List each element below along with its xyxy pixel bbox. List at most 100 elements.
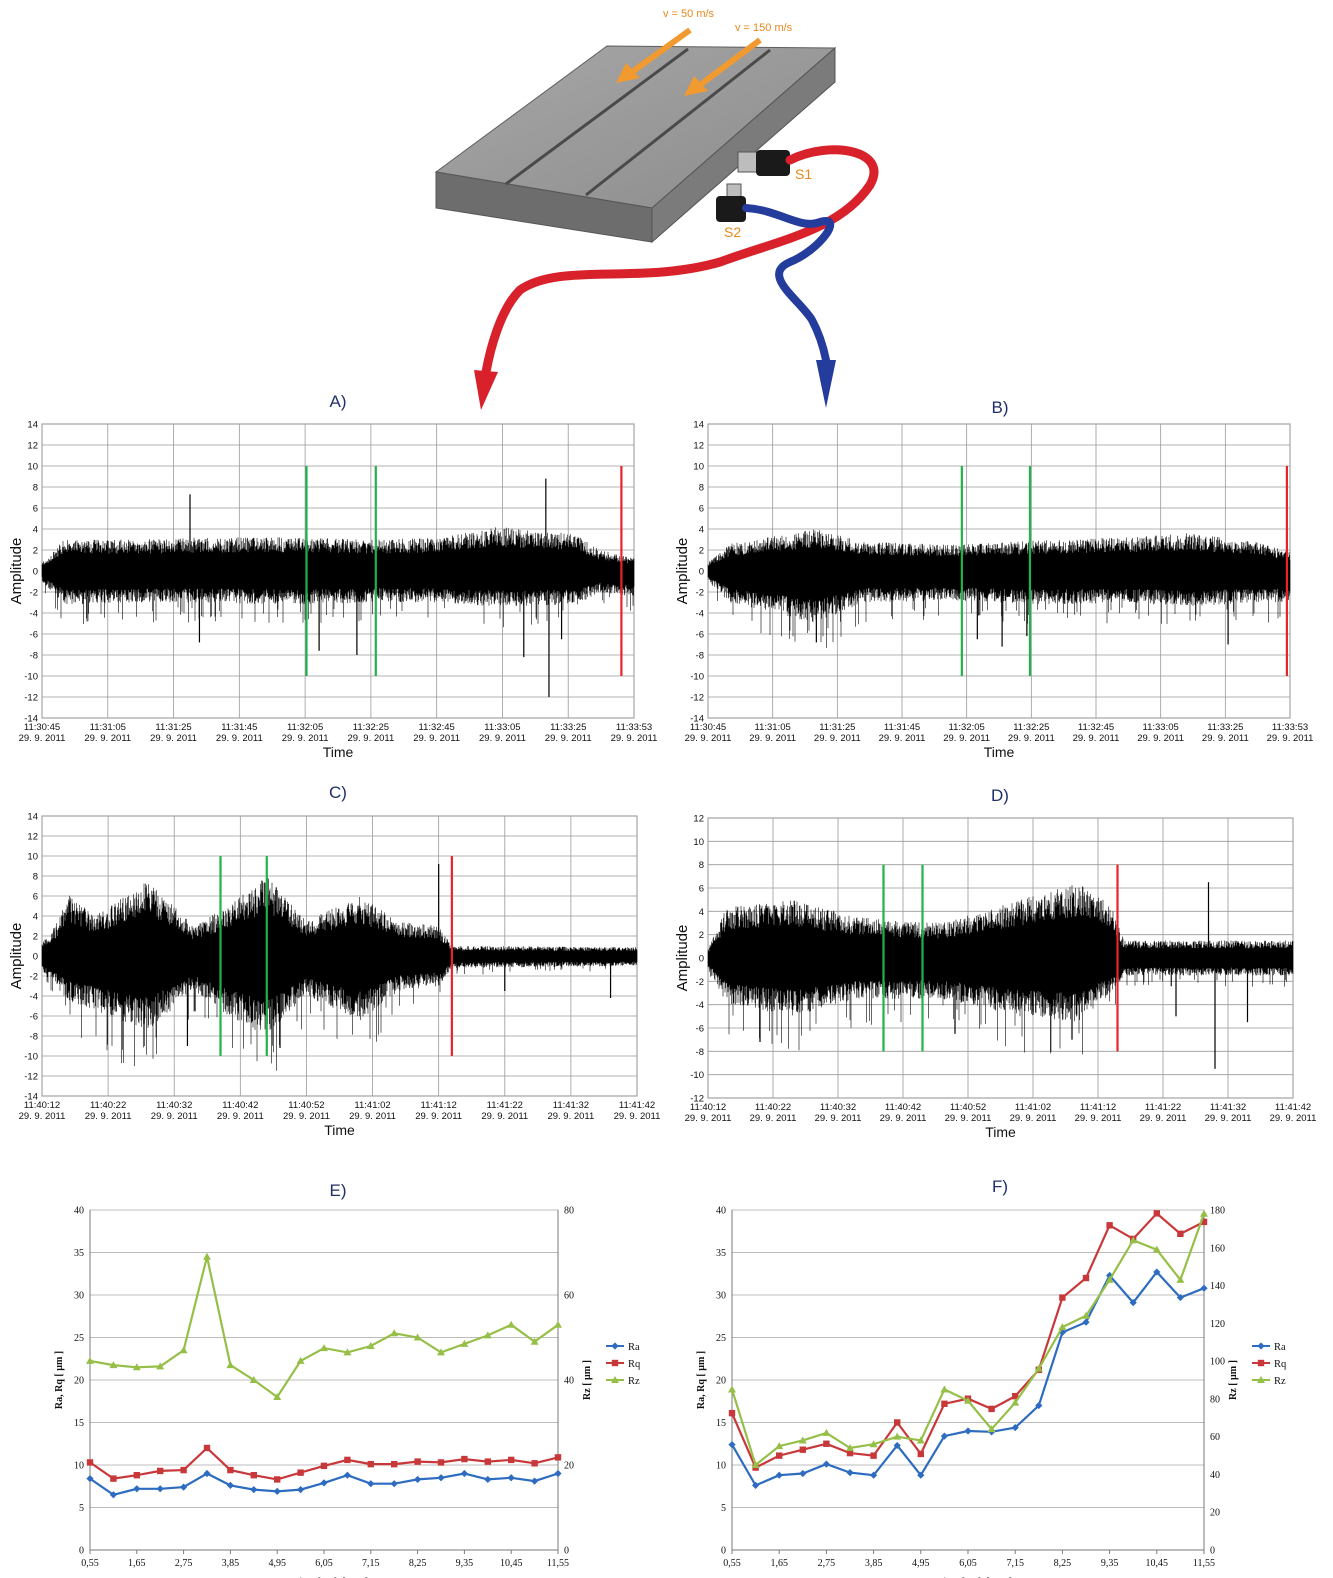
y-tick-label: -12 [690, 693, 704, 704]
y2-tick-label: 180 [1210, 1206, 1225, 1217]
data-point-rz [273, 1393, 282, 1400]
data-point-rz [507, 1320, 516, 1328]
data-point-ra [133, 1485, 141, 1493]
x-tick-time: 11:32:05 [287, 722, 323, 733]
data-point-rz [751, 1461, 760, 1468]
data-point-ra [86, 1475, 94, 1483]
y-tick-label: 4 [33, 525, 38, 536]
panel-title-e: E) [329, 1181, 347, 1200]
panel-title-d: D) [991, 786, 1009, 805]
y-axis-label: Amplitude [674, 925, 691, 992]
x-tick-date: 29. 9. 2011 [84, 733, 131, 744]
y-tick-label: 5 [79, 1503, 84, 1514]
data-point-rq [180, 1466, 187, 1474]
panel-title-c: C) [329, 783, 347, 802]
y-tick-label: 15 [74, 1418, 84, 1429]
x-tick-time: 11:40:22 [90, 1100, 126, 1111]
y-tick-label: -2 [30, 972, 38, 983]
data-point-rz [1129, 1236, 1138, 1244]
x-tick-date: 29. 9. 2011 [545, 733, 592, 744]
data-point-rq [414, 1458, 421, 1465]
data-point-rz [249, 1376, 258, 1383]
data-point-rz [1034, 1364, 1043, 1372]
y-tick-label: 15 [716, 1418, 726, 1429]
y-tick-label: 0 [33, 952, 38, 963]
cable-s1 [474, 145, 879, 410]
y2-tick-label: 60 [564, 1291, 574, 1302]
data-point-rz [1105, 1275, 1114, 1283]
x-tick-label: 4,95 [268, 1558, 286, 1569]
data-point-rq [391, 1460, 398, 1468]
x-tick-date: 29. 9. 2011 [750, 1113, 797, 1124]
x-tick-time: 11:31:05 [90, 722, 126, 733]
panel-title-a: A) [329, 392, 347, 411]
x-tick-date: 29. 9. 2011 [1205, 1113, 1252, 1124]
data-point-ra [728, 1441, 736, 1449]
y-tick-label: -12 [690, 1094, 704, 1105]
y-tick-label: 14 [27, 420, 38, 431]
data-point-rz [728, 1385, 736, 1393]
x-tick-time: 11:41:42 [1275, 1102, 1311, 1113]
y-tick-label: -8 [696, 1047, 704, 1058]
y-tick-label: -6 [30, 1012, 38, 1023]
y-tick-label: -10 [690, 1070, 704, 1081]
data-point-ra [250, 1486, 258, 1494]
data-point-rz [822, 1428, 831, 1436]
y-tick-label: -2 [696, 588, 704, 599]
y-tick-label: 14 [27, 812, 38, 823]
chart-b: 14121086420-2-4-6-8-10-12-1411:30:4529. … [674, 420, 1313, 761]
x-tick-time: 11:33:53 [1272, 722, 1308, 733]
y-tick-label: 0 [699, 954, 704, 965]
data-point-rq [894, 1419, 901, 1426]
y-tick-label: -2 [696, 977, 704, 988]
x-tick-label: 9,35 [1101, 1558, 1119, 1569]
y2-tick-label: 20 [564, 1461, 574, 1472]
x-tick-time: 11:40:12 [690, 1102, 726, 1113]
x-tick-time: 11:41:12 [1080, 1102, 1116, 1113]
y-axis-label: Amplitude [674, 538, 691, 605]
data-point-rq [776, 1452, 783, 1459]
y-tick-label: 20 [716, 1376, 726, 1387]
arrow1-label: v = 50 m/s [663, 8, 715, 20]
y2-axis-label: Rz [ µm ] [1228, 1360, 1239, 1400]
x-tick-date: 29. 9. 2011 [685, 1113, 732, 1124]
x-tick-time: 11:31:45 [884, 722, 920, 733]
x-tick-label: 8,25 [409, 1558, 427, 1569]
x-tick-time: 11:32:05 [949, 722, 985, 733]
y-tick-label: 0 [699, 567, 704, 578]
x-tick-time: 11:30:45 [690, 722, 726, 733]
data-point-rz [869, 1440, 878, 1448]
data-point-rz [483, 1331, 492, 1339]
x-tick-date: 29. 9. 2011 [282, 733, 329, 744]
y-tick-label: 6 [33, 504, 38, 515]
x-axis-label: Time [984, 744, 1015, 760]
x-tick-time: 11:40:32 [156, 1100, 192, 1111]
data-point-rz [1011, 1398, 1020, 1406]
legend-marker-ra [611, 1342, 619, 1350]
y-tick-label: -6 [30, 630, 38, 641]
x-tick-time: 11:41:22 [487, 1100, 523, 1111]
y-tick-label: 2 [33, 546, 38, 557]
cable-s2 [742, 204, 836, 408]
chart-e: 0 5 10 15 20 25 30 35 40 0 20 40 60 80 0,55 1,65 2,75 3,8… [54, 1206, 641, 1578]
data-point-rz [893, 1432, 902, 1440]
y-tick-label: 8 [699, 860, 704, 871]
x-tick-time: 11:32:25 [1013, 722, 1049, 733]
legend-label-rq: Rq [628, 1359, 641, 1370]
velocity-arrow-2 [684, 37, 762, 96]
data-point-rz [1176, 1275, 1185, 1283]
y-tick-label: 40 [716, 1206, 726, 1217]
x-tick-label: 2,75 [175, 1558, 193, 1569]
y-tick-label: -8 [696, 651, 704, 662]
y-tick-label: 12 [693, 814, 704, 825]
data-point-ra [414, 1475, 422, 1484]
data-point-rz [460, 1339, 469, 1347]
x-tick-label: 4,95 [912, 1558, 930, 1569]
y-tick-label: 10 [693, 837, 704, 848]
x-tick-date: 29. 9. 2011 [879, 733, 926, 744]
legend-label-rq: Rq [1274, 1359, 1287, 1370]
y2-axis-label: Rz [ µm ] [582, 1360, 593, 1400]
data-point-ra [870, 1471, 878, 1479]
y-tick-label: -10 [24, 1052, 38, 1063]
x-tick-time: 11:41:02 [354, 1100, 390, 1111]
